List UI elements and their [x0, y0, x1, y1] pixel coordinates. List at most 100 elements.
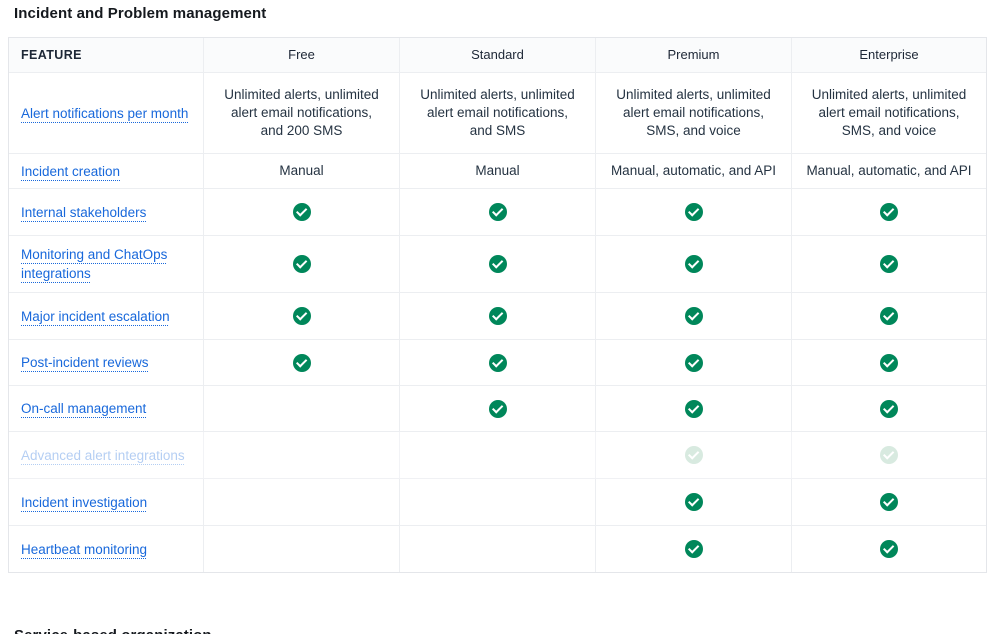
plan-cell-standard: Manual: [400, 154, 596, 188]
feature-name-cell: Incident creation: [9, 154, 204, 188]
plan-cell-standard: [400, 386, 596, 431]
feature-name-cell: Monitoring and ChatOps integrations: [9, 236, 204, 292]
check-icon: [684, 493, 703, 511]
check-icon: [684, 353, 703, 372]
feature-link-incident-investigation[interactable]: Incident investigation: [21, 494, 148, 510]
plan-cell-standard: [400, 189, 596, 235]
plan-cell-free: Manual: [204, 154, 400, 188]
plan-cell-enterprise: [792, 189, 986, 235]
feature-link-advanced-alert-integrations[interactable]: Advanced alert integrations: [21, 447, 185, 463]
plan-cell-premium: [596, 236, 792, 292]
plan-cell-enterprise: [792, 526, 986, 572]
check-icon: [684, 446, 703, 464]
plan-cell-standard: [400, 236, 596, 292]
plan-cell-premium: Unlimited alerts, unlimited alert email …: [596, 73, 792, 153]
plan-cell-enterprise: [792, 293, 986, 339]
plan-cell-free: [204, 386, 400, 431]
feature-name-cell: Post-incident reviews: [9, 340, 204, 385]
plan-cell-enterprise: [792, 386, 986, 431]
check-icon: [292, 255, 311, 273]
feature-comparison-table: FEATURE Free Standard Premium Enterprise…: [8, 37, 987, 573]
plan-cell-enterprise: Manual, automatic, and API: [806, 163, 972, 178]
column-header-standard: Standard: [400, 38, 596, 72]
feature-link-incident-creation[interactable]: Incident creation: [21, 163, 121, 179]
plan-cell-standard: [400, 479, 596, 525]
table-header-row: FEATURE Free Standard Premium Enterprise: [9, 38, 986, 73]
feature-name-cell: Alert notifications per month: [9, 73, 204, 153]
feature-link-monitoring-chatops[interactable]: Monitoring and ChatOps integrations: [21, 247, 168, 281]
plan-cell-standard: [400, 293, 596, 339]
table-row: Heartbeat monitoring: [9, 526, 986, 572]
table-row: Internal stakeholders: [9, 189, 986, 236]
plan-cell-free: [204, 340, 400, 385]
column-header-free: Free: [204, 38, 400, 72]
plan-cell-enterprise: [792, 236, 986, 292]
check-icon: [880, 353, 898, 372]
plan-cell-enterprise: [792, 479, 986, 525]
check-icon: [488, 307, 507, 325]
feature-name-cell: Incident investigation: [9, 479, 204, 525]
check-icon: [880, 307, 898, 325]
plan-cell-standard: [400, 432, 596, 478]
plan-cell-premium: Manual, automatic, and API: [596, 154, 792, 188]
feature-link-internal-stakeholders[interactable]: Internal stakeholders: [21, 204, 147, 220]
feature-link-alert-notifications[interactable]: Alert notifications per month: [21, 105, 189, 121]
feature-name-cell: Advanced alert integrations: [9, 432, 204, 478]
feature-link-heartbeat-monitoring[interactable]: Heartbeat monitoring: [21, 541, 148, 557]
plan-cell-free: Unlimited alerts, unlimited alert email …: [204, 73, 400, 153]
table-row: Incident creation Manual Manual Manual, …: [9, 154, 986, 189]
column-header-enterprise: Enterprise: [859, 47, 919, 62]
check-icon: [292, 203, 311, 221]
feature-name-cell: Internal stakeholders: [9, 189, 204, 235]
feature-name-cell: Major incident escalation: [9, 293, 204, 339]
table-row: Alert notifications per month Unlimited …: [9, 73, 986, 154]
column-header-premium: Premium: [596, 38, 792, 72]
check-icon: [880, 493, 898, 511]
check-icon: [292, 307, 311, 325]
plan-cell-free: [204, 526, 400, 572]
check-icon: [684, 255, 703, 273]
check-icon: [880, 255, 898, 273]
check-icon: [684, 399, 703, 418]
check-icon: [880, 399, 898, 418]
check-icon: [488, 203, 507, 221]
plan-cell-premium: [596, 526, 792, 572]
plan-cell-premium: [596, 386, 792, 431]
check-icon: [292, 353, 311, 372]
check-icon: [880, 203, 898, 221]
plan-cell-enterprise: [792, 432, 986, 478]
feature-link-major-incident-escalation[interactable]: Major incident escalation: [21, 308, 170, 324]
check-icon: [880, 540, 898, 558]
plan-cell-premium: [596, 340, 792, 385]
check-icon: [488, 255, 507, 273]
check-icon: [684, 307, 703, 325]
plan-cell-standard: [400, 526, 596, 572]
feature-name-cell: On-call management: [9, 386, 204, 431]
plan-cell-free: [204, 189, 400, 235]
check-icon: [880, 446, 898, 464]
plan-cell-standard: Unlimited alerts, unlimited alert email …: [400, 73, 596, 153]
check-icon: [488, 399, 507, 418]
check-icon: [488, 353, 507, 372]
table-row: On-call management: [9, 386, 986, 432]
table-row: Post-incident reviews: [9, 340, 986, 386]
check-icon: [684, 540, 703, 558]
plan-cell-enterprise: [792, 340, 986, 385]
plan-cell-premium: [596, 293, 792, 339]
plan-cell-enterprise: Unlimited alerts, unlimited alert email …: [811, 87, 967, 138]
plan-cell-free: [204, 432, 400, 478]
column-header-feature: FEATURE: [9, 38, 204, 72]
plan-cell-standard: [400, 340, 596, 385]
plan-cell-premium: [596, 189, 792, 235]
check-icon: [684, 203, 703, 221]
table-row: Incident investigation: [9, 479, 986, 526]
section-title: Incident and Problem management: [14, 5, 267, 22]
plan-cell-free: [204, 479, 400, 525]
next-section-title: Service-based organization: [14, 627, 212, 634]
feature-link-oncall-management[interactable]: On-call management: [21, 401, 147, 416]
plan-cell-free: [204, 293, 400, 339]
feature-link-post-incident-reviews[interactable]: Post-incident reviews: [21, 355, 149, 370]
table-row: Major incident escalation: [9, 293, 986, 340]
plan-cell-premium: [596, 432, 792, 478]
